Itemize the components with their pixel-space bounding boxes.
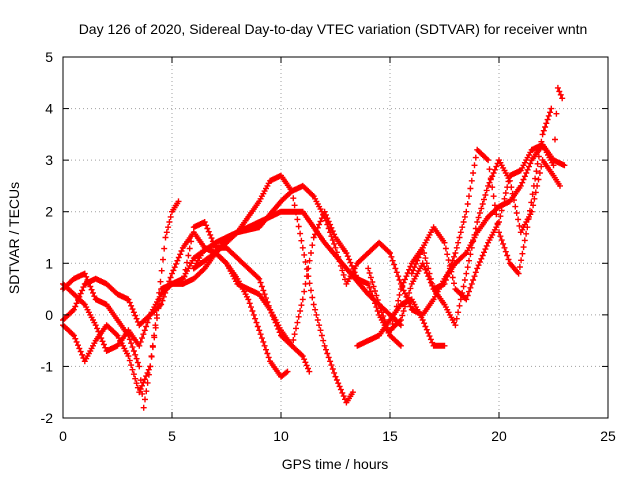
series-track-11 — [354, 296, 448, 349]
gridlines — [63, 57, 608, 418]
series-track-9 — [387, 105, 555, 334]
y-tick-label: 4 — [45, 101, 53, 117]
x-tick-label: 10 — [273, 428, 289, 444]
y-tick-label: -1 — [41, 358, 54, 374]
series-track-5 — [179, 172, 356, 406]
y-tick-label: 1 — [45, 255, 53, 271]
series-track-3 — [60, 229, 291, 380]
x-tick-label: 25 — [600, 428, 616, 444]
series-track-6 — [190, 208, 404, 349]
series-track-10 — [408, 84, 566, 303]
axis-ticks: 0 5 10 15 20 25 -2 -1 0 1 2 3 4 5 — [41, 49, 616, 444]
y-tick-label: -2 — [41, 410, 54, 426]
x-axis-label: GPS time / hours — [282, 456, 389, 472]
y-tick-label: 0 — [45, 307, 53, 323]
y-tick-label: 5 — [45, 49, 53, 65]
data-points — [60, 84, 568, 411]
plot-frame — [62, 56, 609, 419]
y-axis-label: SDTVAR / TECUs — [6, 182, 22, 294]
x-tick-label: 5 — [168, 428, 176, 444]
plus-markers — [408, 84, 566, 303]
x-tick-label: 20 — [491, 428, 507, 444]
plus-markers — [354, 296, 448, 349]
plus-markers — [60, 229, 291, 380]
chart-title: Day 126 of 2020, Sidereal Day-to-day VTE… — [79, 21, 588, 37]
plus-markers — [179, 172, 356, 406]
series-track-7 — [190, 141, 568, 318]
x-tick-label: 15 — [382, 428, 398, 444]
y-tick-label: 3 — [45, 152, 53, 168]
y-tick-label: 2 — [45, 204, 53, 220]
x-tick-label: 0 — [59, 428, 67, 444]
plus-markers — [190, 141, 568, 318]
plus-markers — [190, 208, 404, 349]
plus-markers — [387, 105, 555, 334]
